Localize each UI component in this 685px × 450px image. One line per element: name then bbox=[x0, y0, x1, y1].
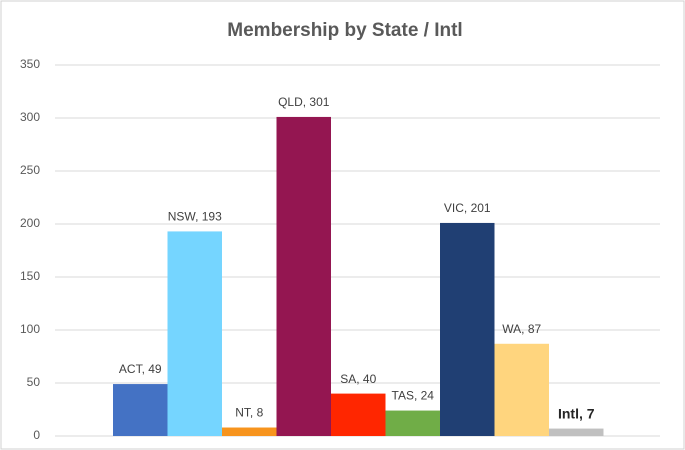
data-label: Intl, 7 bbox=[558, 405, 595, 421]
data-label: VIC, 201 bbox=[444, 201, 491, 215]
bar bbox=[222, 427, 277, 436]
y-tick-label: 0 bbox=[33, 428, 40, 442]
bar bbox=[113, 384, 168, 436]
bar bbox=[549, 428, 604, 436]
y-tick-label: 150 bbox=[20, 269, 40, 283]
data-label: WA, 87 bbox=[502, 322, 541, 336]
data-label: NT, 8 bbox=[235, 406, 263, 420]
data-label: ACT, 49 bbox=[119, 362, 162, 376]
y-tick-label: 250 bbox=[20, 163, 40, 177]
bar bbox=[440, 222, 495, 436]
bar bbox=[385, 410, 440, 436]
y-tick-label: 300 bbox=[20, 110, 40, 124]
y-tick-label: 50 bbox=[27, 375, 41, 389]
y-tick-label: 100 bbox=[20, 322, 40, 336]
data-label: SA, 40 bbox=[340, 372, 376, 386]
data-label: QLD, 301 bbox=[278, 95, 330, 109]
bar bbox=[331, 393, 386, 436]
y-tick-label: 350 bbox=[20, 57, 40, 71]
y-tick-label: 200 bbox=[20, 216, 40, 230]
bar bbox=[494, 343, 549, 436]
bar bbox=[276, 116, 331, 436]
chart-title: Membership by State / Intl bbox=[227, 20, 462, 41]
data-label: TAS, 24 bbox=[392, 389, 435, 403]
data-label: NSW, 193 bbox=[168, 210, 222, 224]
bar bbox=[167, 231, 222, 436]
